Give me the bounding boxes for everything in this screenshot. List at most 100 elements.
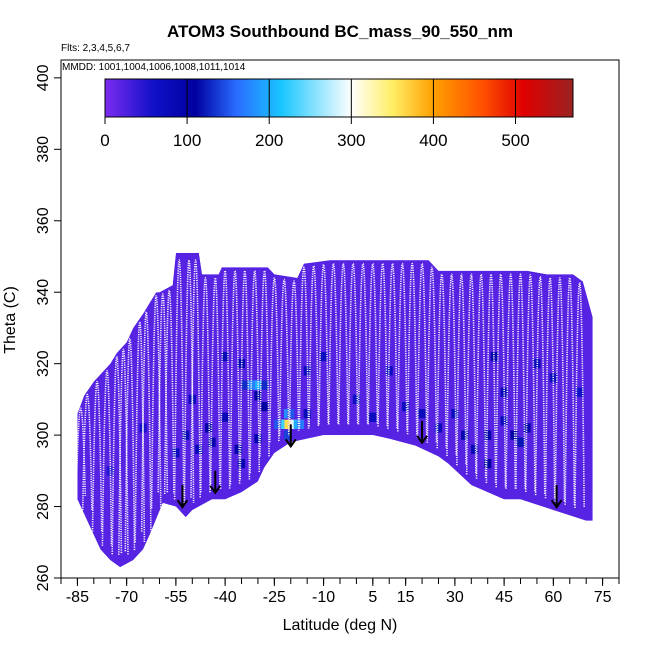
heatmap-cell (418, 409, 426, 419)
heatmap-cell (490, 351, 498, 362)
flight-track (574, 281, 585, 509)
x-tick-label: -10 (312, 589, 335, 606)
colorbar-tick-label: 100 (173, 131, 201, 150)
heatmap-cell (234, 444, 242, 454)
flight-track (318, 263, 329, 425)
heatmap-cell (274, 419, 282, 429)
heatmap-cell (254, 380, 262, 390)
flight-track (209, 277, 221, 489)
flight-track (118, 348, 129, 555)
heatmap-layer (77, 252, 593, 568)
flight-track (328, 262, 339, 425)
arrow-marker (284, 424, 297, 449)
flight-track (456, 273, 467, 466)
flight-track (259, 269, 270, 457)
colorbar: 0 100 200 300 400 500 (100, 78, 574, 150)
flight-track (298, 266, 310, 429)
colorbar-tick-label: 200 (255, 131, 283, 150)
y-tick-label: 300 (35, 422, 52, 449)
colorbar-tick-label: 300 (337, 131, 365, 150)
flight-track (229, 269, 241, 485)
heatmap-cell (352, 394, 360, 404)
heatmap-cell (451, 409, 459, 419)
arrow-markers (176, 420, 563, 509)
heatmap-cell (516, 437, 525, 447)
flight-track (269, 277, 280, 443)
flight-track (173, 259, 185, 500)
colorbar-ticks: 0 100 200 300 400 500 (100, 79, 530, 150)
y-tick-label: 340 (35, 279, 52, 306)
flight-track (406, 262, 418, 435)
y-axis: 260 280 300 320 340 360 380 400 (35, 64, 61, 591)
heatmap-cell (260, 380, 269, 390)
heatmap-cell (320, 351, 328, 362)
heatmap-cell (369, 412, 377, 422)
heatmap-cell (461, 430, 469, 440)
flight-track (564, 277, 576, 505)
chart-title: ATOM3 Southbound BC_mass_90_550_nm (167, 22, 513, 41)
arrow-marker (416, 420, 428, 445)
colorbar-tick-label: 400 (419, 131, 447, 150)
flight-track (140, 311, 152, 532)
flight-track (465, 273, 477, 475)
heatmap-cell (221, 351, 229, 362)
heatmap-cell (283, 430, 292, 440)
x-tick-label: 15 (397, 589, 415, 606)
flight-track (101, 369, 113, 546)
dates-label: MMDD: 1001,1004,1006,1008,1011,1014 (62, 62, 246, 73)
flight-track (554, 277, 566, 502)
y-tick-label: 320 (35, 350, 52, 377)
x-axis: -85 -70 -55 -40 -25 -10 5 15 30 45 60 75 (60, 578, 620, 606)
colorbar-tick-label: 500 (501, 131, 529, 150)
y-tick-label: 260 (35, 565, 52, 592)
heatmap-cell (303, 409, 311, 419)
x-tick-label: 45 (495, 589, 513, 606)
flight-track (163, 289, 175, 495)
flight-track (308, 265, 320, 427)
heatmap-cell (484, 430, 492, 440)
flight-track (397, 262, 408, 432)
colorbar-tick-label: 0 (100, 131, 109, 150)
arrow-marker (209, 470, 222, 495)
heatmap-domain (77, 252, 593, 568)
heatmap-cell (260, 401, 269, 412)
y-tick-label: 400 (35, 64, 52, 91)
flight-track (475, 273, 487, 479)
flight-track (534, 275, 546, 496)
heatmap-cell (172, 448, 180, 458)
flights-label: Flts: 2,3,4,5,6,7 (61, 43, 130, 54)
y-tick-label: 280 (35, 493, 52, 520)
flight-track (337, 262, 349, 425)
heatmap-cell (471, 444, 479, 454)
flight-track (544, 277, 556, 499)
x-tick-label: -55 (164, 589, 187, 606)
flight-track (387, 262, 398, 429)
x-tick-label: -25 (263, 589, 286, 606)
heatmap-cell (523, 423, 531, 433)
flight-track (416, 262, 428, 439)
heatmap-cell (195, 444, 203, 454)
flight-track (505, 273, 517, 489)
heatmap-cell (237, 459, 246, 469)
heatmap-cell (106, 466, 114, 476)
heatmap-cell (287, 409, 295, 419)
flight-tracks (77, 259, 585, 555)
flight-track (91, 380, 103, 532)
heatmap-cell (254, 434, 262, 444)
heatmap-cell (205, 423, 213, 433)
heatmap-cell (434, 423, 443, 433)
x-axis-label: Latitude (deg N) (283, 617, 398, 634)
x-tick-label: 60 (544, 589, 562, 606)
x-tick-label: -40 (214, 589, 237, 606)
x-tick-label: 30 (446, 589, 464, 606)
heatmap-cell (297, 419, 305, 429)
x-tick-label: 75 (594, 589, 612, 606)
flight-track (485, 273, 497, 484)
flight-track (81, 393, 93, 511)
flight-track (436, 273, 448, 449)
flight-track (446, 273, 457, 457)
flight-track (426, 266, 438, 443)
flight-track (111, 355, 123, 555)
x-tick-label: -85 (66, 589, 89, 606)
y-tick-label: 380 (35, 136, 52, 163)
